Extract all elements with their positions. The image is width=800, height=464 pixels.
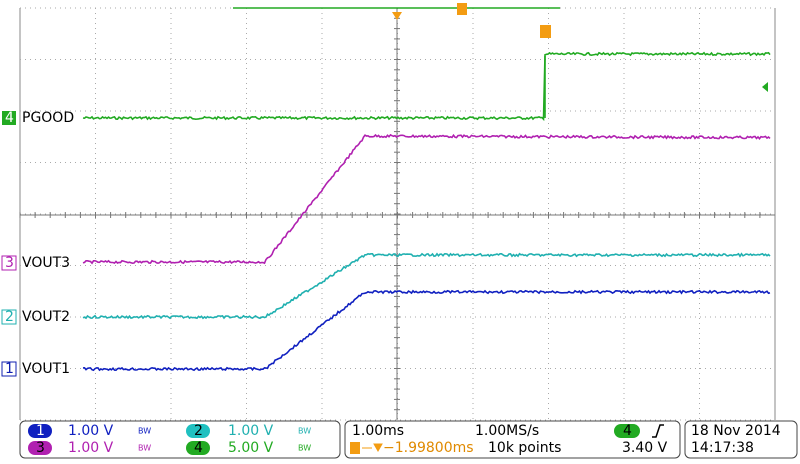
trigger-level-marker (762, 82, 768, 92)
bandwidth-flag: BW (298, 427, 311, 436)
channel-scale: 1.00 V (68, 423, 114, 439)
trigger-channel: 4 (623, 423, 632, 439)
channel-badge (1, 361, 17, 377)
channel-badge-text: 1 (5, 361, 14, 377)
trigger-position-marker (392, 12, 402, 20)
time: 14:17:38 (691, 440, 754, 456)
trigger-level: 3.40 V (622, 440, 668, 456)
date: 18 Nov 2014 (691, 423, 781, 439)
trigger-edge-icon (652, 424, 664, 438)
waveform (82, 289, 771, 372)
channel-badge-text: 1 (36, 423, 45, 439)
waveform (82, 51, 771, 122)
trigger-arrow (362, 443, 383, 453)
channel-scale: 5.00 V (228, 440, 274, 456)
channel-badge (1, 255, 17, 271)
channel-badge (186, 424, 210, 438)
trigger-marker (540, 25, 551, 38)
trigger-icon (350, 442, 360, 454)
bandwidth-flag: BW (298, 444, 311, 453)
trigger-channel-badge (614, 424, 640, 438)
channel-badge-text: 4 (194, 440, 203, 456)
channel-scale: 1.00 V (228, 423, 274, 439)
channel-panel (19, 420, 341, 459)
trace-label: VOUT2 (22, 309, 70, 325)
time-scale: 1.00ms (352, 423, 404, 439)
datetime-panel (684, 420, 798, 459)
trace-label: VOUT1 (22, 361, 70, 377)
channel-badge-text: 3 (36, 440, 45, 456)
channel-badge (28, 424, 52, 438)
channel-badge-text: 2 (194, 423, 203, 439)
waveform (82, 133, 771, 265)
sample-rate: 1.00MS/s (475, 423, 539, 439)
channel-badge (28, 441, 52, 455)
channel-badge-text: 2 (5, 309, 14, 325)
bandwidth-flag: BW (138, 444, 151, 453)
channel-badge (186, 441, 210, 455)
channel-badge (1, 309, 17, 325)
trigger-delay: −1.99800ms (383, 440, 474, 456)
channel-badge (2, 111, 16, 125)
record-length: 10k points (488, 440, 561, 456)
bandwidth-flag: BW (138, 427, 151, 436)
channel-badge-text: 3 (5, 255, 14, 271)
channel-badge-text: 4 (5, 110, 14, 126)
expansion-marker (457, 3, 467, 15)
waveform (82, 252, 771, 320)
waveforms (82, 51, 771, 372)
timebase-panel (344, 420, 681, 459)
trace-label: VOUT3 (22, 255, 70, 271)
trace-label: PGOOD (22, 110, 74, 126)
channel-scale: 1.00 V (68, 440, 114, 456)
graticule (19, 7, 776, 421)
